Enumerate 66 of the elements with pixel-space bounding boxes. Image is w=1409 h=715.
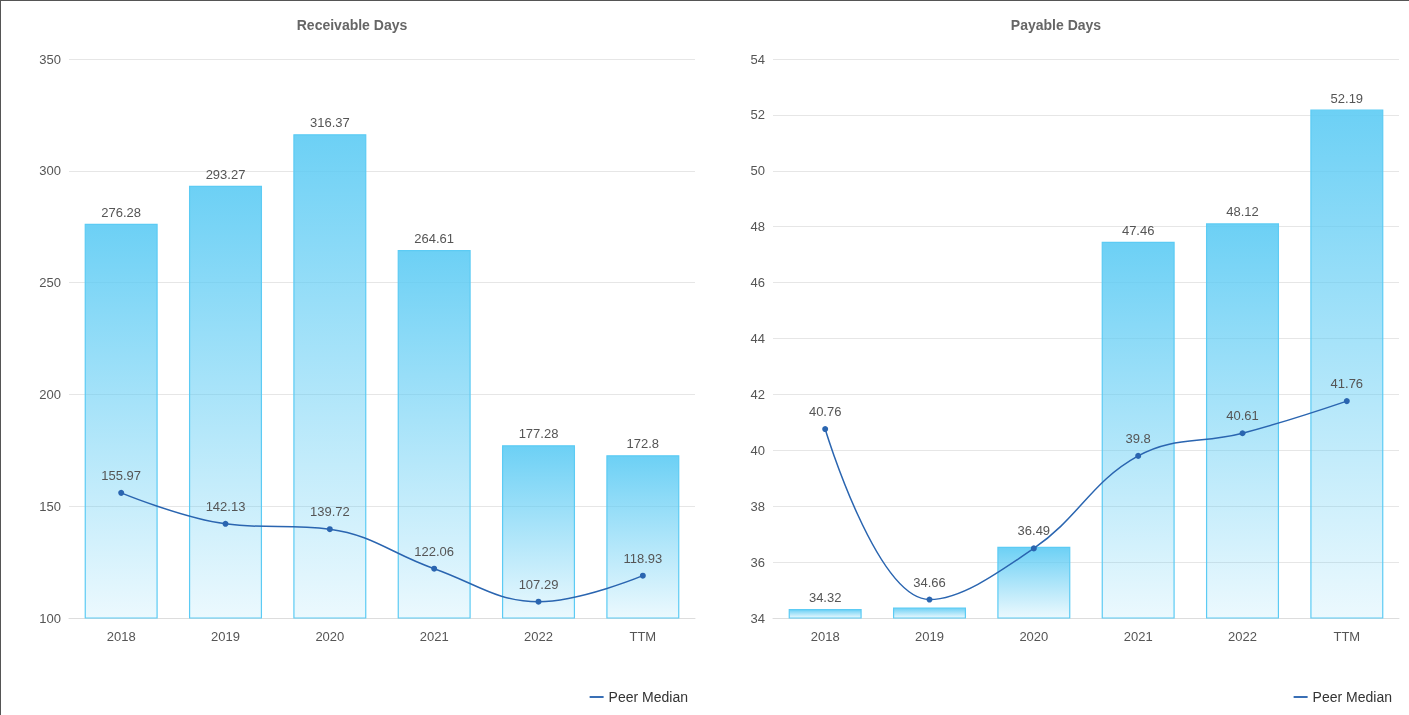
x-tick-label: 2018 bbox=[810, 629, 840, 644]
point bbox=[431, 565, 438, 572]
data-label: 34.32 bbox=[808, 590, 842, 606]
data-label: 52.19 bbox=[1330, 90, 1364, 106]
y-tick-label: 54 bbox=[750, 51, 765, 67]
data-label: 177.28 bbox=[518, 426, 559, 442]
point bbox=[1239, 430, 1246, 437]
y-tick-label: 100 bbox=[39, 610, 61, 626]
data-label: 172.8 bbox=[626, 436, 660, 452]
x-tick-label: 2018 bbox=[106, 629, 136, 644]
legend-label: Peer Median bbox=[608, 689, 689, 705]
point bbox=[1135, 452, 1142, 459]
data-label: 39.8 bbox=[1125, 430, 1151, 446]
y-tick-label: 34 bbox=[750, 610, 765, 626]
y-tick-label: 46 bbox=[750, 275, 765, 291]
data-label: 47.46 bbox=[1121, 222, 1155, 238]
legend-label: Peer Median bbox=[1312, 689, 1393, 705]
y-tick-label: 50 bbox=[750, 163, 765, 179]
x-tick-label: 2021 bbox=[419, 629, 449, 644]
y-tick-label: 44 bbox=[750, 331, 765, 346]
data-label: 276.28 bbox=[101, 204, 142, 220]
y-tick-label: 48 bbox=[750, 219, 765, 235]
y-tick-label: 52 bbox=[750, 107, 765, 123]
x-tick-label: TTM bbox=[1333, 629, 1361, 644]
x-tick-label: 2020 bbox=[315, 629, 345, 644]
x-tick-label: TTM bbox=[629, 629, 657, 644]
data-label: 36.49 bbox=[1017, 523, 1051, 539]
data-label: 293.27 bbox=[205, 166, 246, 182]
y-tick-label: 200 bbox=[39, 386, 61, 402]
data-label: 155.97 bbox=[101, 467, 142, 483]
data-label: 34.66 bbox=[913, 574, 946, 590]
point bbox=[222, 520, 229, 527]
y-tick-label: 250 bbox=[39, 275, 61, 291]
data-label: 122.06 bbox=[414, 543, 455, 559]
point bbox=[926, 596, 933, 603]
y-tick-label: 36 bbox=[750, 554, 765, 570]
data-label: 48.12 bbox=[1226, 204, 1259, 220]
y-tick-label: 300 bbox=[39, 163, 61, 179]
x-tick-label: 2019 bbox=[915, 629, 944, 644]
chart-title: Receivable Days bbox=[296, 17, 408, 33]
point bbox=[639, 572, 646, 579]
y-tick-label: 350 bbox=[39, 51, 61, 67]
x-tick-label: 2021 bbox=[1123, 629, 1153, 644]
data-label: 139.72 bbox=[309, 504, 350, 520]
data-label: 316.37 bbox=[309, 115, 350, 131]
data-label: 142.13 bbox=[205, 498, 246, 514]
x-tick-label: 2022 bbox=[524, 629, 553, 644]
data-label: 107.29 bbox=[518, 576, 559, 592]
y-tick-label: 40 bbox=[750, 442, 765, 458]
point bbox=[1030, 545, 1037, 552]
x-tick-label: 2019 bbox=[211, 629, 240, 644]
data-label: 118.93 bbox=[623, 550, 663, 566]
data-label: 40.76 bbox=[808, 404, 842, 420]
y-tick-label: 150 bbox=[39, 498, 61, 514]
data-label: 41.76 bbox=[1330, 376, 1364, 392]
chart-title: Payable Days bbox=[1010, 17, 1102, 33]
data-label: 264.61 bbox=[414, 230, 455, 246]
x-tick-label: 2022 bbox=[1228, 629, 1257, 644]
y-tick-label: 42 bbox=[750, 386, 765, 402]
data-label: 40.61 bbox=[1226, 408, 1259, 424]
point bbox=[1343, 398, 1350, 405]
x-tick-label: 2020 bbox=[1019, 629, 1049, 644]
point bbox=[326, 526, 333, 533]
point bbox=[118, 489, 125, 496]
point bbox=[822, 426, 829, 433]
y-tick-label: 38 bbox=[750, 498, 765, 514]
